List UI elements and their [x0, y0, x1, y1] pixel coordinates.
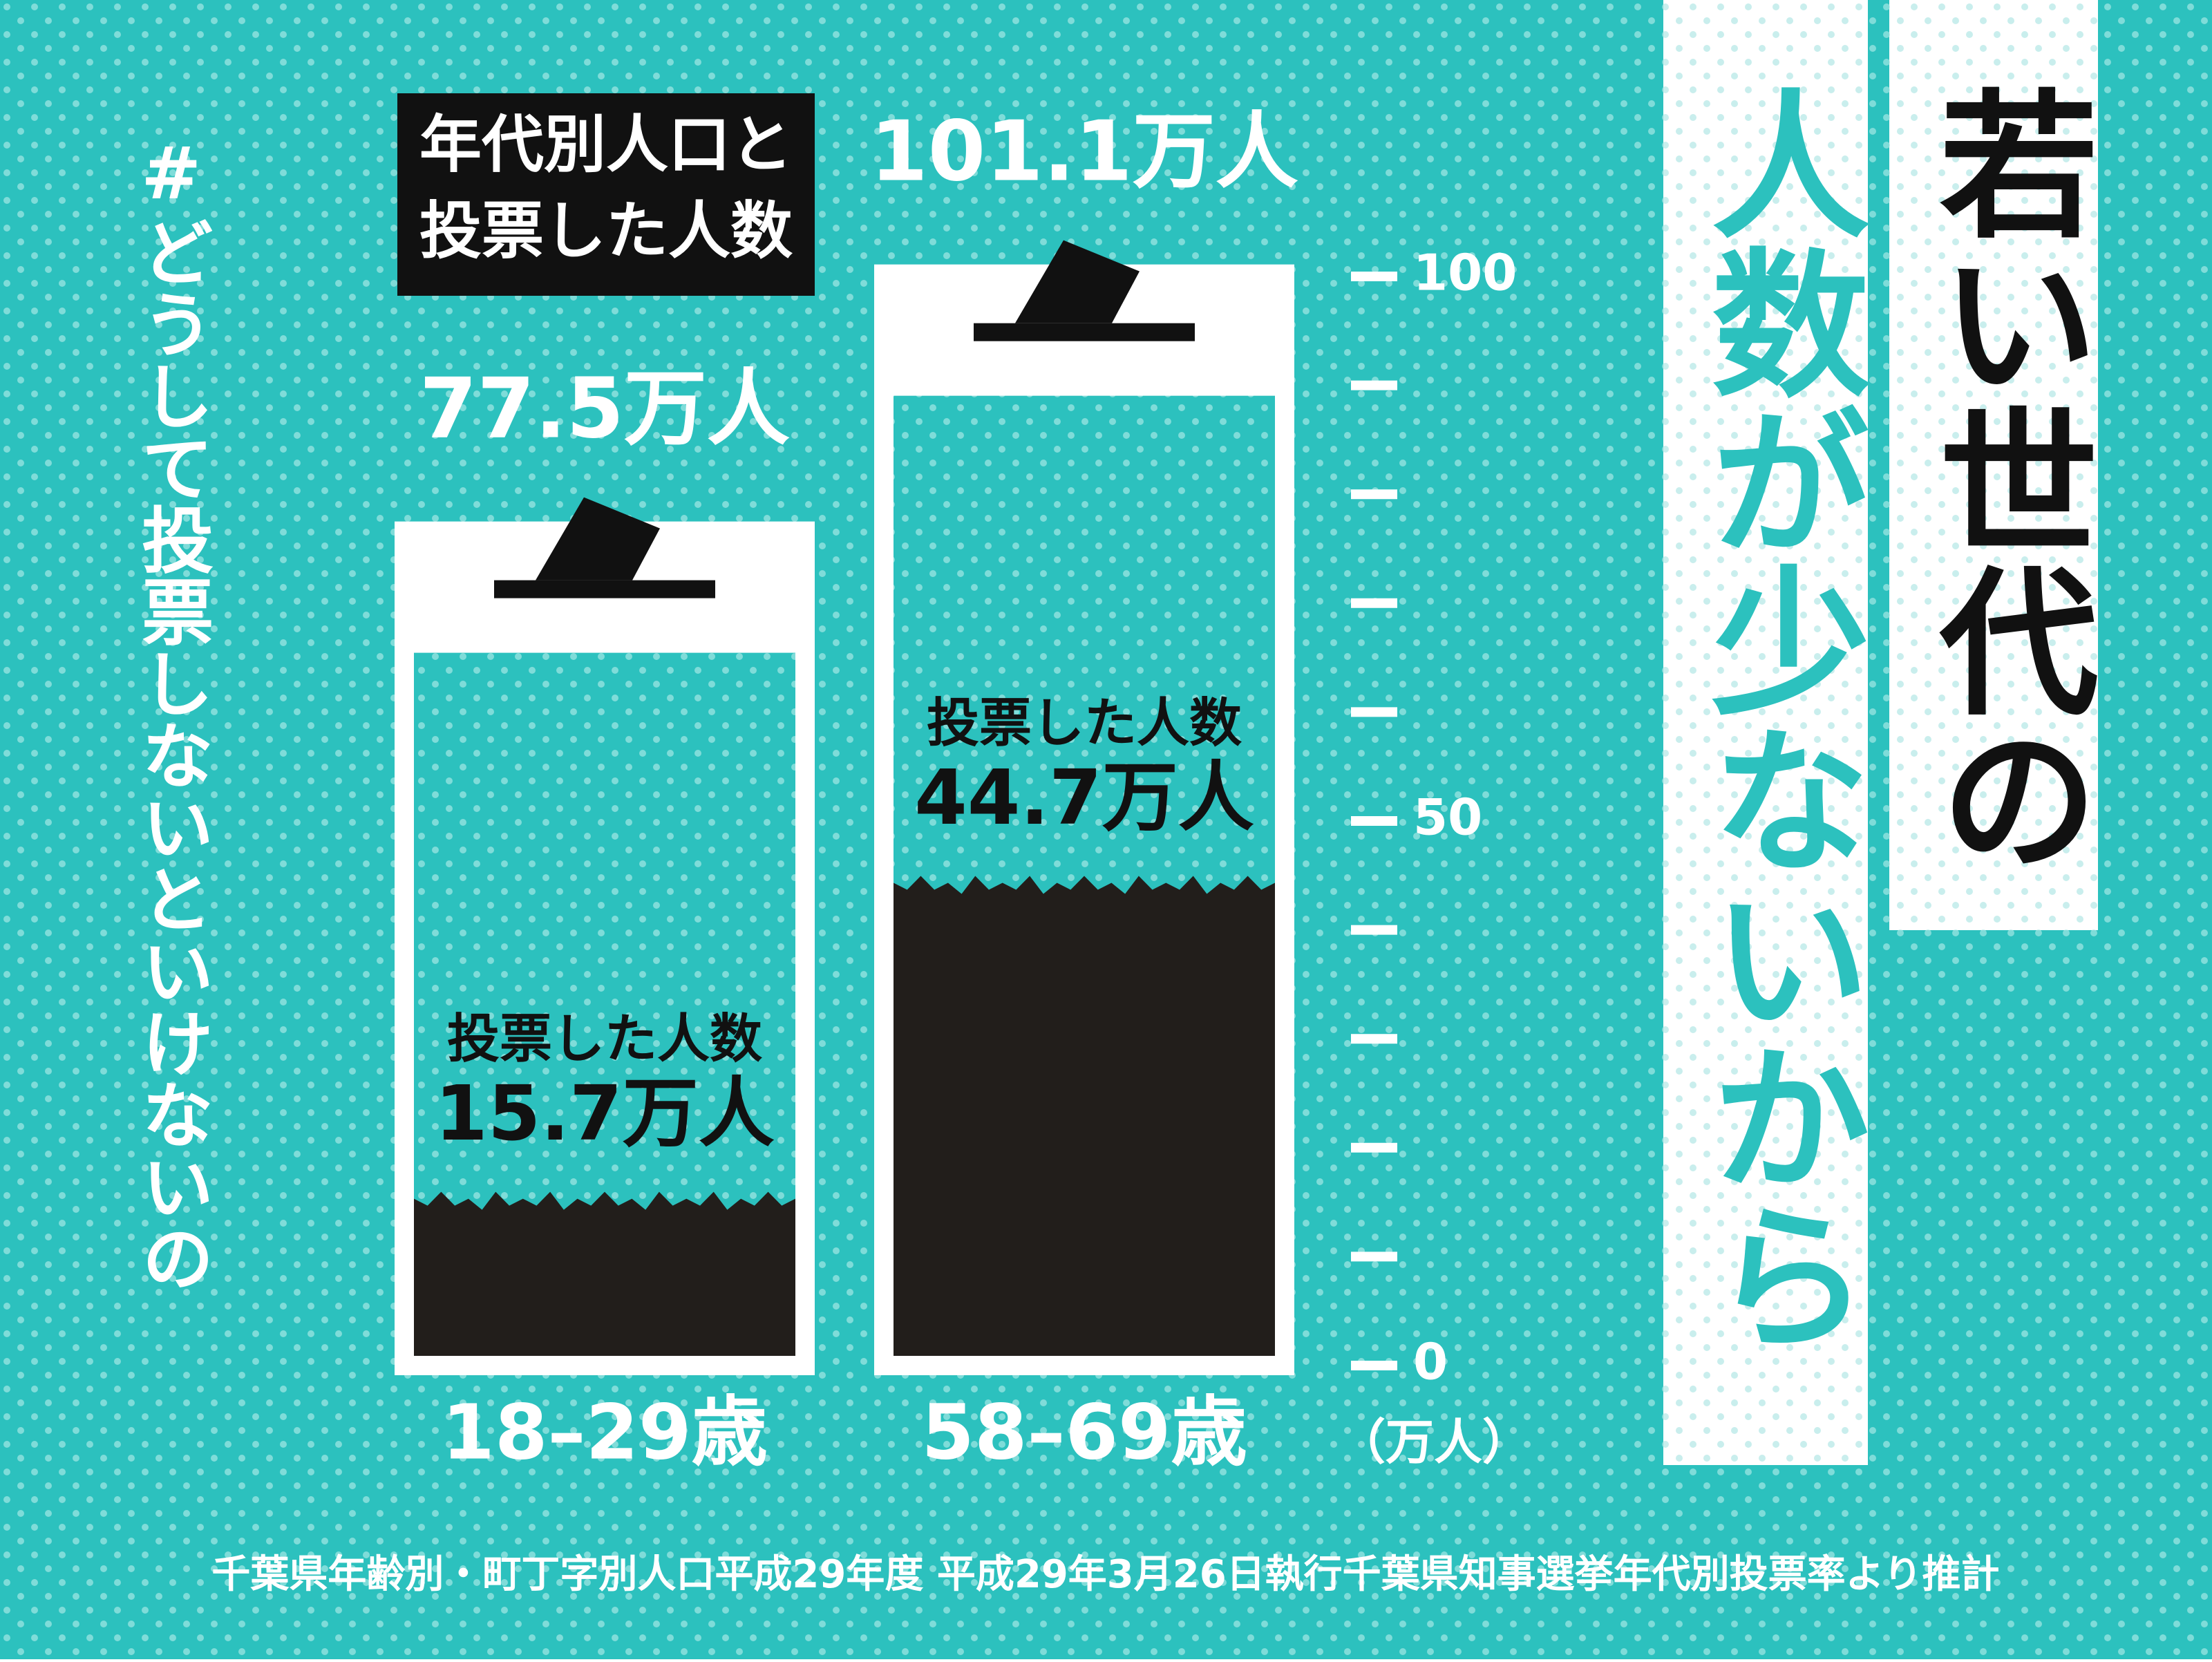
value-label: 77.5万人: [419, 361, 790, 457]
headline-panel: [1663, 0, 1868, 1465]
value-label: 44.7万人: [914, 753, 1254, 842]
x-tick-label: 58–69歳: [921, 1388, 1247, 1476]
headline-panel: [1889, 0, 2098, 930]
ballot-slot: [974, 323, 1195, 341]
source-note: 千葉県年齢別・町丁字別人口平成29年度 平成29年3月26日執行千葉県知事選挙年…: [211, 1552, 1999, 1597]
y-unit: （万人）: [1337, 1414, 1531, 1471]
ballot: [1015, 240, 1140, 323]
y-tick-label: 0: [1413, 1333, 1448, 1391]
chart-title: 投票した人数: [419, 195, 793, 267]
chart-title: 年代別人口と: [419, 108, 793, 181]
hashtag: #どうして投票しないといけないの: [129, 131, 214, 1294]
series-label: 投票した人数: [927, 692, 1242, 754]
y-tick-label: 50: [1413, 788, 1482, 847]
value-label: 101.1万人: [870, 104, 1298, 200]
series-label: 投票した人数: [447, 1008, 762, 1070]
x-tick-label: 18–29歳: [442, 1388, 767, 1476]
value-label: 15.7万人: [435, 1069, 774, 1158]
voted-fill: [414, 1191, 795, 1356]
title-box: [397, 93, 815, 296]
headline: 若い世代の: [1912, 83, 2099, 878]
y-tick-label: 100: [1413, 244, 1517, 302]
voted-fill: [894, 876, 1275, 1356]
ballot: [536, 497, 660, 580]
headline: 人数が少ないから: [1684, 83, 1870, 1354]
ballot-slot: [494, 580, 715, 598]
